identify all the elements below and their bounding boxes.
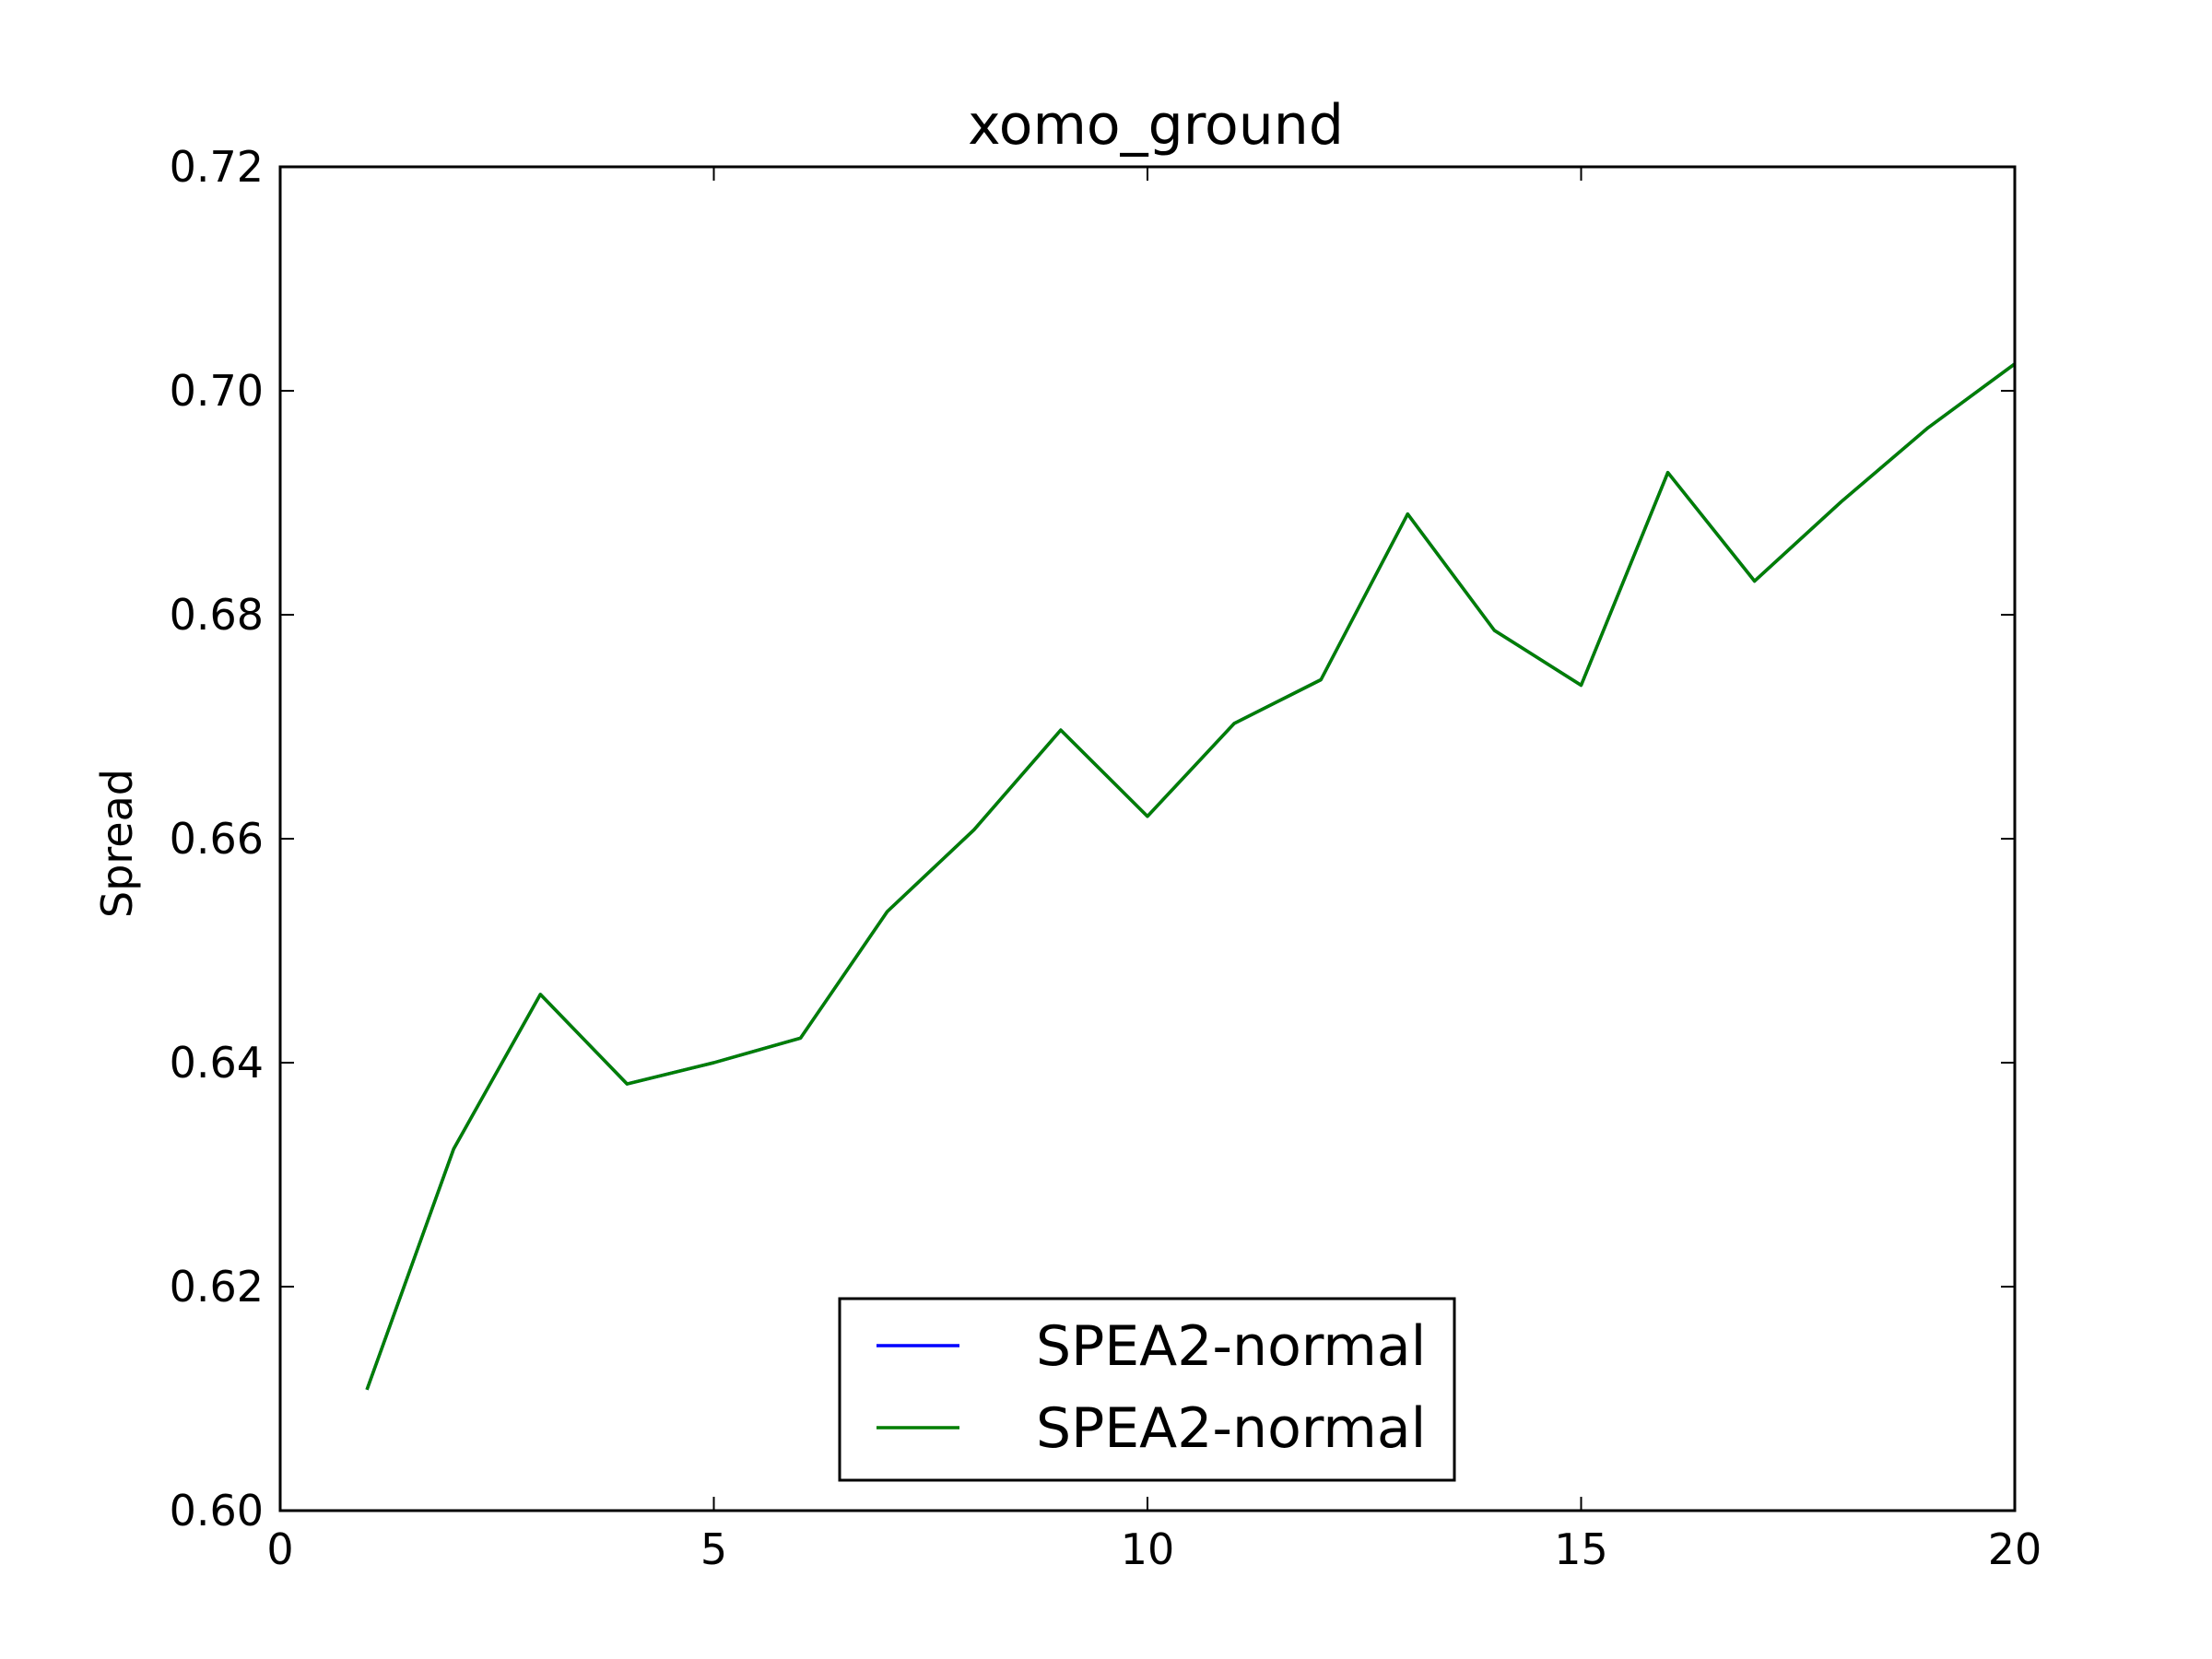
legend-box (838, 1297, 1456, 1482)
x-tick-label: 10 (1121, 1524, 1175, 1574)
y-tick-label: 0.64 (170, 1038, 264, 1088)
x-tick-label: 5 (700, 1524, 727, 1574)
chart-title: xomo_ground (968, 93, 1344, 158)
legend-label-2: SPEA2-normal (1036, 1396, 1426, 1461)
y-tick-label: 0.68 (170, 590, 264, 640)
legend-label-1: SPEA2-normal (1036, 1314, 1426, 1379)
y-axis-label: Spread (92, 769, 142, 918)
y-tick-label: 0.72 (170, 142, 264, 192)
y-tick-label: 0.66 (170, 814, 264, 864)
legend: SPEA2-normal SPEA2-normal (838, 1297, 1456, 1482)
y-tick-label: 0.62 (170, 1262, 264, 1312)
y-tick-label: 0.70 (170, 366, 264, 416)
x-tick-label: 20 (1988, 1524, 2042, 1574)
x-tick-label: 0 (266, 1524, 293, 1574)
series-layer (365, 362, 2017, 1391)
x-tick-label: 15 (1554, 1524, 1608, 1574)
plot-frame (278, 165, 2017, 1512)
y-tick-label: 0.60 (170, 1486, 264, 1535)
series-line-2 (365, 362, 2017, 1391)
ticks-layer: 0 5 10 15 20 0.60 0.62 0.64 0.66 0.68 0.70 0.72 (170, 142, 2042, 1574)
